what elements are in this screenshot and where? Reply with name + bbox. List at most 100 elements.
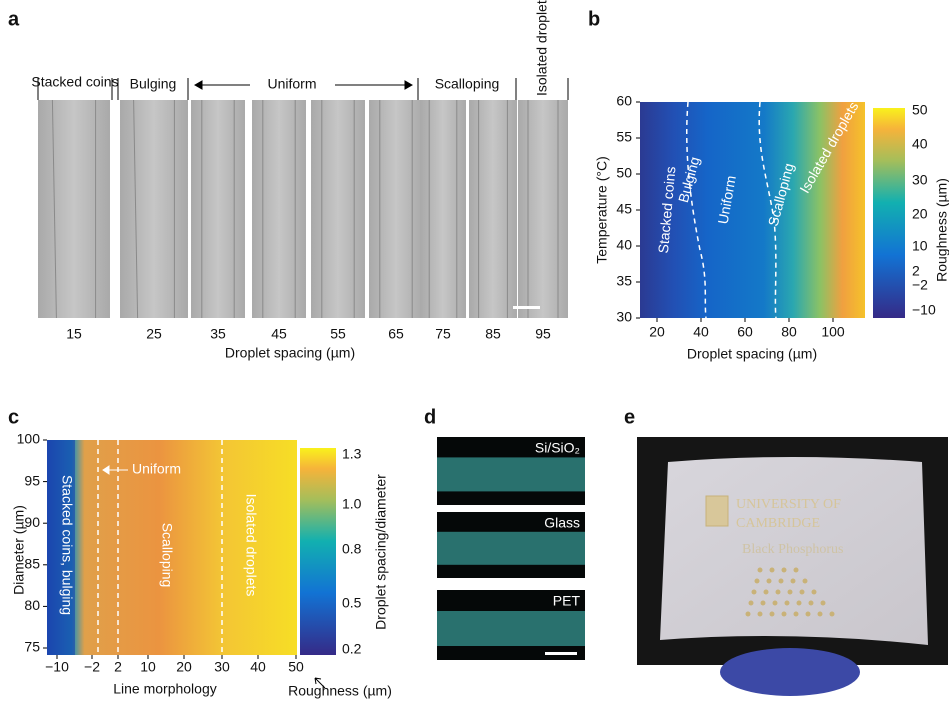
- regime: Bulging: [130, 76, 177, 92]
- micrograph-strip: [252, 100, 306, 318]
- regime: Scalloping: [435, 76, 500, 92]
- photo-text: Black Phosphorus: [742, 542, 844, 557]
- y-axis-label: Diameter (µm): [11, 505, 27, 595]
- printed-dot: [757, 611, 763, 617]
- printed-dot: [778, 578, 784, 584]
- regime-brackets: [37, 78, 569, 100]
- printed-dot: [799, 589, 805, 595]
- region-label: Stacked coins: [655, 166, 679, 254]
- y-axis-label: Temperature (°C): [594, 156, 610, 264]
- x-tick-label: 2: [114, 659, 122, 675]
- y-tick-label: 55: [616, 129, 632, 145]
- spacing-label: 65: [388, 326, 404, 342]
- spacing-label: 85: [485, 326, 501, 342]
- x-axis-label: Droplet spacing (µm): [687, 346, 817, 362]
- micrograph-strip: [38, 100, 110, 318]
- x-tick-label: 10: [140, 659, 156, 675]
- colorbar: [873, 108, 905, 318]
- panel-label: b: [588, 8, 600, 30]
- x-tick-label: 100: [821, 324, 845, 340]
- regime: Stacked coins: [31, 74, 118, 90]
- micrograph-strip: [369, 100, 423, 318]
- y-tick-label: 75: [24, 639, 40, 655]
- printed-dot: [769, 611, 775, 617]
- crest: [705, 495, 729, 527]
- line-edge: [51, 99, 57, 319]
- region-label: Isolated droplets: [243, 494, 259, 597]
- x-axis-label: Roughness (µm): [288, 683, 392, 699]
- colorbar-tick-label: 1.3: [342, 446, 362, 462]
- printed-dot: [769, 567, 775, 573]
- colorbar-tick-label: 2: [912, 263, 920, 279]
- regime: Isolated droplets: [534, 0, 550, 96]
- colorbar-tick-label: 20: [912, 206, 928, 222]
- printed-dot: [763, 589, 769, 595]
- colorbar-tick-label: 0.2: [342, 641, 362, 657]
- region-shade: [47, 440, 75, 655]
- printed-dot: [811, 589, 817, 595]
- micrograph-strip: [311, 100, 365, 318]
- printed-line: [437, 611, 585, 646]
- regime: Uniform: [267, 76, 316, 92]
- printed-dot: [802, 578, 808, 584]
- spacing-label: 25: [146, 326, 162, 342]
- colorbar-tick-label: 40: [912, 136, 928, 152]
- spacing-label: 15: [66, 326, 82, 342]
- substrate-label: PET: [553, 593, 581, 609]
- x-tick-label: 40: [250, 659, 266, 675]
- printed-dot: [817, 611, 823, 617]
- colorbar-label: Roughness (µm): [934, 178, 949, 282]
- printed-dot: [745, 611, 751, 617]
- printed-line: [437, 531, 585, 565]
- printed-dot: [781, 567, 787, 573]
- x-tick-label: −10: [45, 659, 69, 675]
- printed-dot: [757, 567, 763, 573]
- colorbar-tick-label: 0.8: [342, 541, 362, 557]
- colorbar-tick-label: 50: [912, 102, 928, 118]
- y-tick-label: 30: [616, 309, 632, 325]
- substrate-label: Si/SiO₂: [535, 440, 580, 456]
- printed-line: [437, 457, 585, 492]
- scale-bar: [545, 652, 577, 655]
- spacing-label: 75: [435, 326, 451, 342]
- printed-dot: [787, 589, 793, 595]
- panel-label: c: [8, 406, 19, 428]
- colorbar-tick-label: 1.0: [342, 496, 362, 512]
- y-tick-label: 100: [17, 431, 41, 447]
- contour-map: [640, 102, 865, 318]
- micrograph-strip: [518, 100, 568, 318]
- boundaries: [686, 101, 777, 319]
- region-label: Stacked coins, bulging: [59, 475, 75, 615]
- x-tick-label: 20: [176, 659, 192, 675]
- x-tick-label: −2: [84, 659, 100, 675]
- y-tick-label: 40: [616, 237, 632, 253]
- printed-dot: [805, 611, 811, 617]
- printed-dot: [748, 600, 754, 606]
- printed-dot: [808, 600, 814, 606]
- x-tick-label: 80: [781, 324, 797, 340]
- panel-label: d: [424, 406, 436, 428]
- colorbar-tick-label: −2: [912, 277, 928, 293]
- scale-bar: [513, 306, 540, 309]
- spacing-label: 55: [330, 326, 346, 342]
- printed-dot: [784, 600, 790, 606]
- printed-dot: [754, 578, 760, 584]
- printed-dot: [829, 611, 835, 617]
- printed-dot: [775, 589, 781, 595]
- x-tick-label: 40: [693, 324, 709, 340]
- colorbar-tick-label: 10: [912, 238, 928, 254]
- x-tick-label: 50: [288, 659, 304, 675]
- printed-dot: [766, 578, 772, 584]
- contour-map: [47, 440, 297, 655]
- y-tick-label: 35: [616, 273, 632, 289]
- spacing-label: 45: [271, 326, 287, 342]
- panel-label: a: [8, 8, 20, 30]
- printed-dot: [772, 600, 778, 606]
- micrograph-strip: [191, 100, 245, 318]
- spacing-label: 95: [535, 326, 551, 342]
- printed-dot: [793, 611, 799, 617]
- photo-text: UNIVERSITY OF: [736, 497, 841, 512]
- region-label: Scalloping: [159, 523, 175, 588]
- printed-dot: [751, 589, 757, 595]
